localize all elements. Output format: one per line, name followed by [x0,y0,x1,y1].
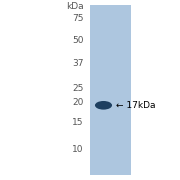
Text: ← 17kDa: ← 17kDa [116,101,156,110]
Text: 75: 75 [72,14,84,23]
Bar [90,5,131,175]
Text: 25: 25 [72,84,84,93]
Text: 37: 37 [72,58,84,68]
Text: kDa: kDa [66,2,84,11]
Ellipse shape [95,101,112,110]
Text: 15: 15 [72,118,84,127]
Text: 10: 10 [72,145,84,154]
Text: 20: 20 [72,98,84,107]
Text: 50: 50 [72,36,84,45]
